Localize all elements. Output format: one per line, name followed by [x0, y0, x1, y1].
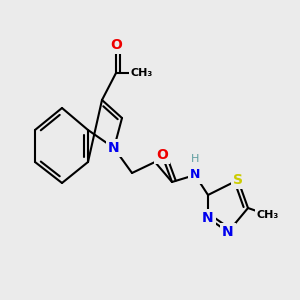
Text: O: O — [156, 148, 168, 162]
Text: O: O — [110, 38, 122, 52]
Text: CH₃: CH₃ — [257, 210, 279, 220]
Text: N: N — [222, 225, 234, 239]
Text: N: N — [202, 211, 214, 225]
Text: N: N — [108, 141, 120, 155]
Text: CH₃: CH₃ — [131, 68, 153, 78]
Text: H: H — [191, 154, 199, 164]
Text: S: S — [233, 173, 243, 187]
Text: N: N — [190, 169, 200, 182]
